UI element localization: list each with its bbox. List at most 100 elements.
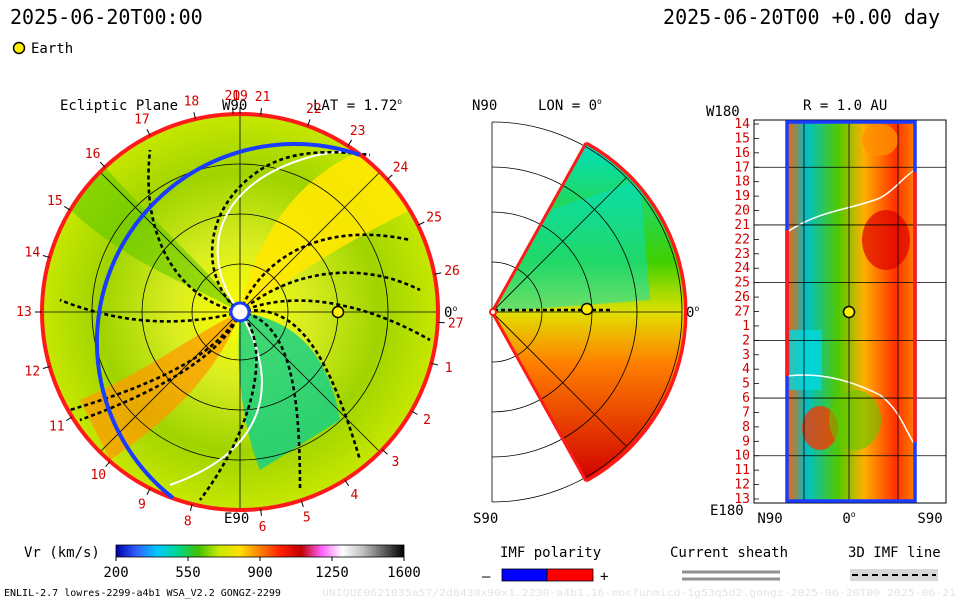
map-y-tick-label: 10 (734, 449, 750, 464)
rotation-tick-mark (260, 108, 262, 116)
rotation-tick-mark (193, 112, 196, 120)
rotation-tick-mark (42, 255, 50, 258)
rotation-tick-label: 9 (138, 497, 146, 512)
map-x-tick-labels: N90 0o S90 (757, 510, 942, 527)
rotation-tick-mark (300, 500, 304, 508)
colorbar-tick-label: 200 (103, 565, 128, 581)
map-y-tick-label: 24 (734, 261, 750, 276)
rotation-tick-mark (434, 272, 442, 275)
meridional-edge-lower (490, 311, 588, 482)
ecliptic-features (60, 140, 430, 470)
imf-polarity-minus: – (482, 569, 491, 585)
map-y-tick-label: 21 (734, 218, 750, 233)
rotation-tick-label: 5 (303, 510, 311, 525)
rotation-tick-mark (99, 161, 106, 168)
time-right: 2025-06-20T00 +0.00 day (663, 5, 940, 29)
imf-polarity-label: IMF polarity (500, 545, 601, 561)
colorbar-bar (115, 544, 405, 558)
map-y-tick-label: 5 (742, 377, 750, 392)
ecliptic-0deg-label: 0o (444, 304, 457, 321)
earth-marker-meridional (580, 302, 594, 316)
map-y-tick-label: 18 (734, 175, 750, 190)
rotation-tick-label: 6 (259, 520, 267, 535)
meridional-rim (585, 141, 688, 483)
imf-line-label: 3D IMF line (848, 545, 941, 561)
ecliptic-imf-lines (59, 149, 431, 501)
rotation-tick-label: 21 (255, 90, 271, 105)
imf-polarity-plus: + (600, 569, 608, 585)
map-y-tick-label: 8 (742, 420, 750, 435)
rotation-tick-label: 10 (90, 468, 106, 483)
rotation-tick-label: 4 (351, 488, 359, 503)
map-y-tick-labels: 1415161718192021222324252627123456789101… (734, 117, 759, 507)
rotation-tick-label: 16 (85, 147, 101, 162)
ecliptic-slow-lobe (238, 312, 340, 470)
rotation-tick-label: 23 (350, 124, 366, 139)
rotation-tick-label: 13 (16, 305, 32, 320)
rotation-tick-mark (64, 205, 71, 211)
map-sheath (786, 169, 916, 446)
rotation-tick-label: 18 (184, 95, 200, 110)
current-sheath-label: Current sheath (670, 545, 788, 561)
ecliptic-orange-lobe (80, 312, 240, 460)
rotation-tick-mark (260, 508, 262, 516)
ecliptic-rotation-ticks: 20 21222324252627123456891011121314151617… (16, 89, 463, 535)
map-y-tick-label: 27 (734, 305, 750, 320)
meridional-0deg-label: 0o (686, 304, 699, 321)
map-panel: R = 1.0 AU W180 E180 1415161718192021222… (706, 98, 947, 527)
ecliptic-lat-label: LAT = 1.72o (313, 97, 402, 114)
colorbar-tick-label: 900 (247, 565, 272, 581)
map-y-tick-label: 9 (742, 434, 750, 449)
map-y-tick-label: 14 (734, 117, 750, 132)
map-y-tick-label: 2 (742, 333, 750, 348)
meridional-n90-label: N90 (472, 98, 497, 114)
rotation-tick-mark (189, 503, 193, 512)
map-x-tick-label: 0o (842, 510, 855, 527)
rotation-tick-label: 15 (47, 194, 63, 209)
rotation-tick-mark (344, 479, 350, 487)
map-y-tick-label: 25 (734, 276, 750, 291)
meridional-cyan-band (492, 180, 650, 312)
meridional-features (492, 180, 650, 312)
earth-marker-map (842, 305, 856, 319)
rotation-tick-label: 2 (423, 413, 431, 428)
rotation-tick-mark (382, 449, 388, 455)
map-y-tick-label: 22 (734, 232, 750, 247)
map-y-tick-label: 15 (734, 131, 750, 146)
footer-right: UNIQUE0621035a57/2d8430x90x1.2230-a4b1.1… (322, 588, 956, 599)
meridional-panel: N90 LON = 0o S90 0o (472, 97, 699, 527)
colorbar-label: Vr (km/s) (24, 545, 100, 561)
rotation-tick-label: 24 (393, 160, 409, 175)
rotation-tick-mark (105, 461, 111, 468)
rotation-tick-label: 25 (426, 210, 442, 225)
map-y-tick-label: 17 (734, 160, 750, 175)
rotation-tick-mark (146, 488, 151, 495)
meridional-lon-label: LON = 0o (538, 97, 602, 114)
footer-left: ENLIL-2.7 lowres-2299-a4b1 WSA_V2.2 GONG… (4, 588, 281, 599)
map-y-tick-label: 13 (734, 492, 750, 507)
map-y-tick-label: 7 (742, 405, 750, 420)
rotation-tick-mark (386, 174, 393, 180)
imf-polarity-legend: IMF polarity – + (482, 545, 608, 585)
ecliptic-title: Ecliptic Plane (60, 98, 178, 114)
ecliptic-rim-negative (95, 142, 361, 500)
rotation-tick-label: 8 (184, 515, 192, 530)
meridional-edge-upper (490, 142, 588, 313)
map-y-tick-label: 20 (734, 204, 750, 219)
ecliptic-panel: Ecliptic Plane LAT = 1.72o W90 E90 0o (16, 89, 463, 535)
map-x-tick-label: N90 (757, 511, 782, 527)
map-w180-label: W180 (706, 104, 740, 120)
rotation-tick-mark (417, 221, 425, 226)
map-y-tick-label: 11 (734, 463, 750, 478)
map-y-tick-label: 3 (742, 348, 750, 363)
imf-line-legend: 3D IMF line (848, 545, 941, 581)
colorbar-tick-label: 550 (175, 565, 200, 581)
map-y-tick-label: 6 (742, 391, 750, 406)
rotation-tick-label: 11 (49, 419, 65, 434)
sun-marker (229, 301, 251, 323)
map-y-tick-label: 4 (742, 362, 750, 377)
rotation-tick-mark (146, 129, 151, 136)
ecliptic-w90-label: W90 (222, 98, 247, 114)
earth-marker-ecliptic (331, 305, 345, 319)
rotation-tick-mark (307, 119, 311, 127)
